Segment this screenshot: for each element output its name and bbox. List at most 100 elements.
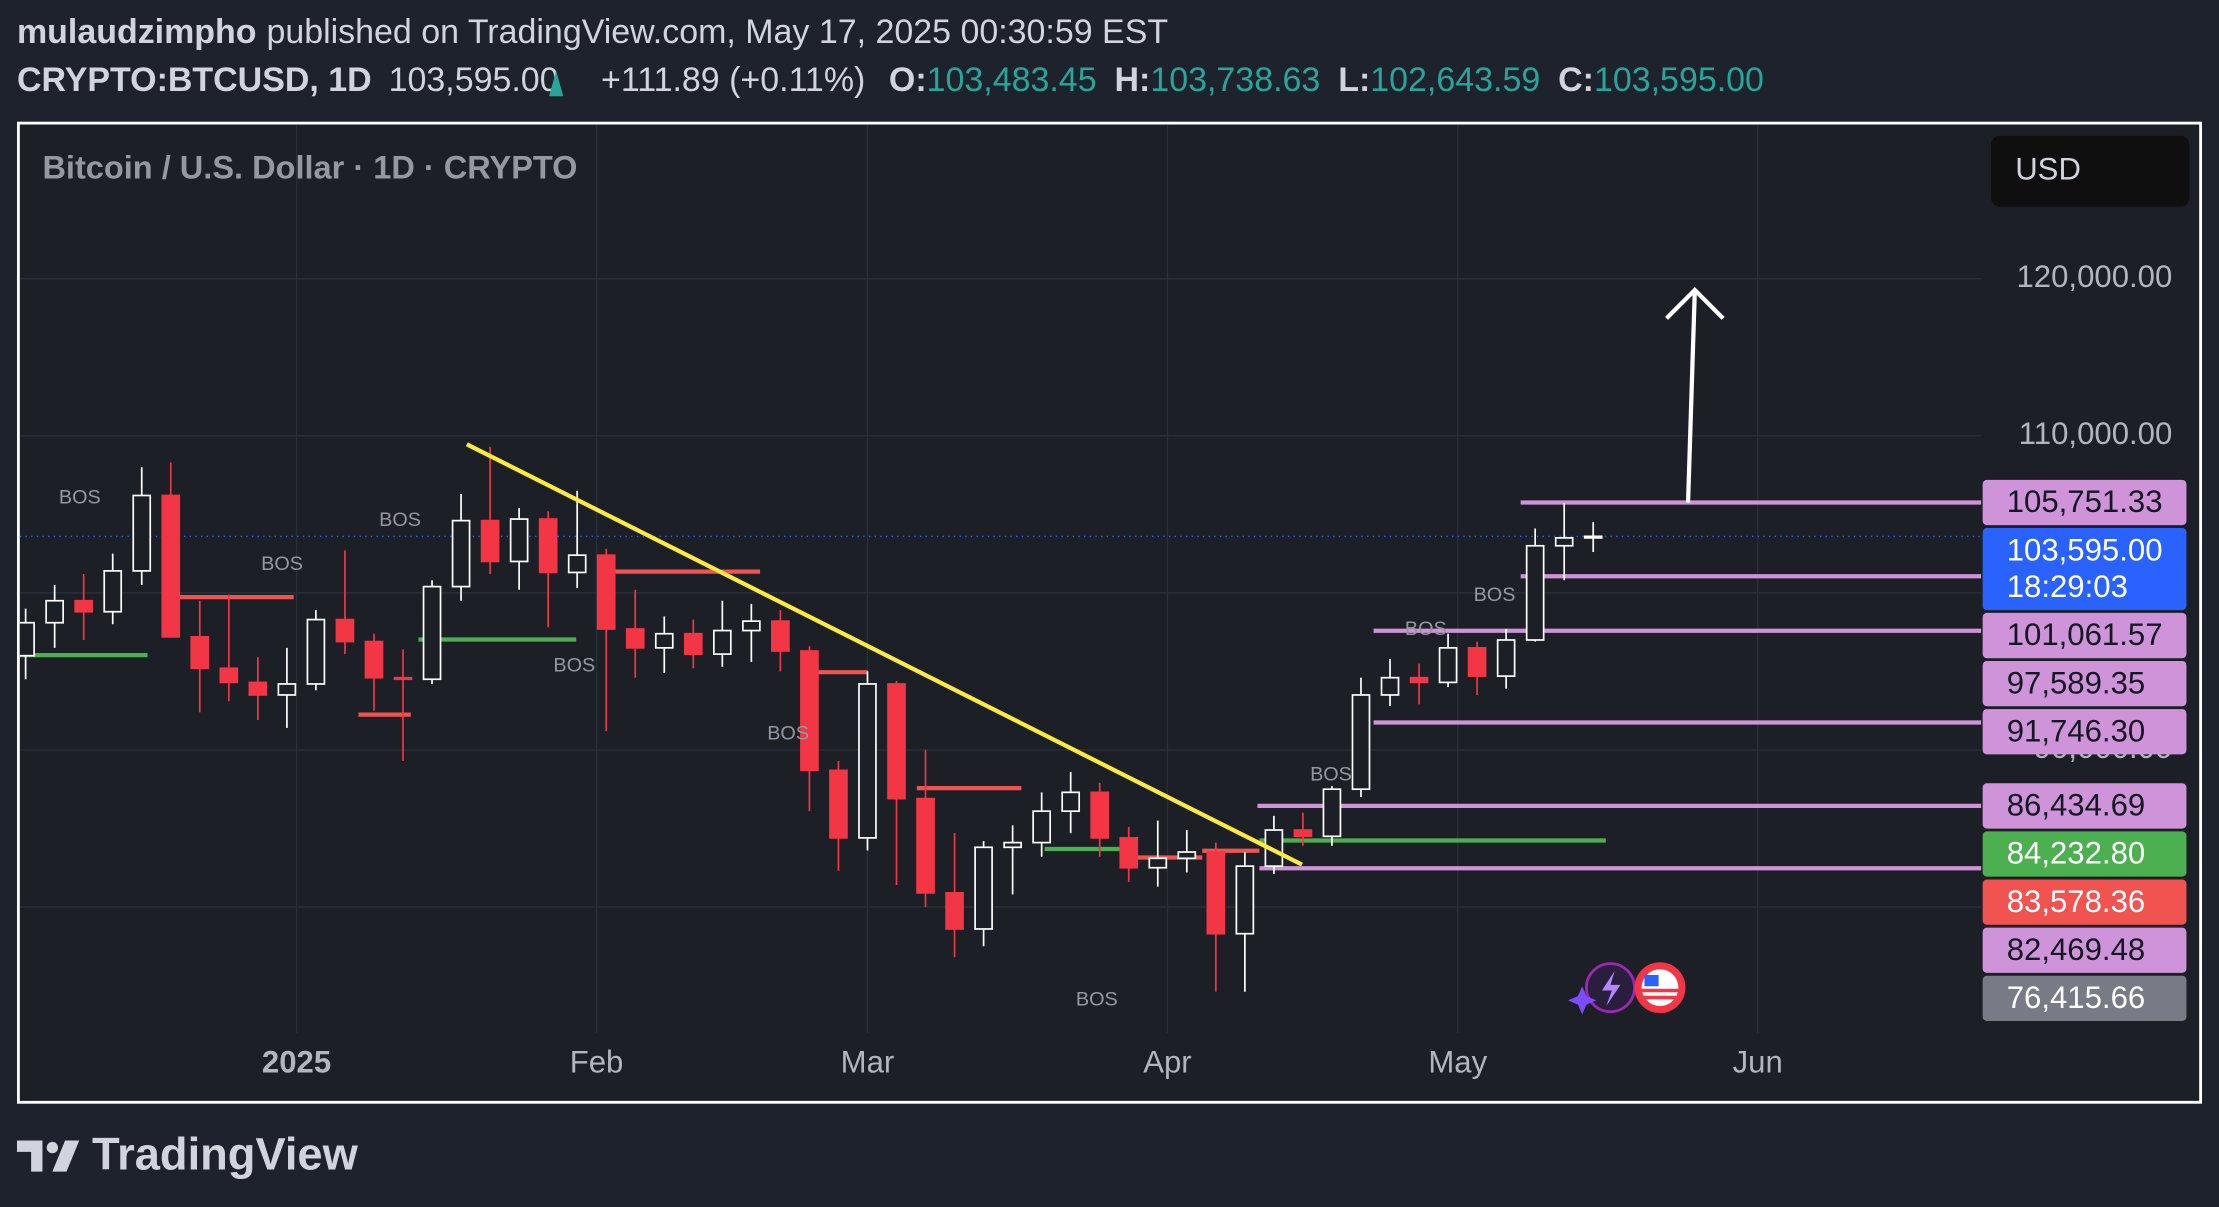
author: mulaudzimpho bbox=[17, 13, 257, 51]
chart-layer: BOS BOS BOS BOS BOS BOS BOS BOS BOS 2025 Feb Mar Apr… bbox=[19, 124, 2187, 1079]
chart-frame bbox=[16, 121, 2203, 1104]
candle-body bbox=[567, 554, 587, 574]
flag-canton bbox=[1644, 974, 1659, 987]
header-line-2: CRYPTO:BTCUSD, 1D 103,595.00 +111.89 (+0.1… bbox=[17, 61, 1764, 99]
x-tick-label: May bbox=[1428, 1044, 1487, 1079]
candle-body bbox=[1177, 851, 1197, 860]
published: published on TradingView.com, May 17, 20… bbox=[266, 13, 1168, 51]
candle-body bbox=[422, 585, 442, 681]
price-tag-label: 91,746.30 bbox=[2007, 713, 2145, 748]
candle-body bbox=[1438, 646, 1458, 684]
candle-body bbox=[945, 892, 964, 930]
candle-body bbox=[306, 618, 326, 685]
price-tag bbox=[1982, 831, 2187, 877]
candle-body bbox=[248, 681, 268, 696]
candle-body bbox=[132, 494, 152, 572]
bos-label: BOS bbox=[1310, 764, 1352, 786]
price-tag bbox=[1982, 927, 2187, 973]
candle-body bbox=[1322, 788, 1342, 838]
candle-body bbox=[451, 519, 471, 588]
bos-label: BOS bbox=[379, 509, 421, 531]
candle-body bbox=[103, 570, 123, 613]
plot-area: BOS BOS BOS BOS BOS BOS BOS BOS BOS bbox=[19, 124, 1982, 1033]
candle-body bbox=[393, 676, 413, 681]
candle-body bbox=[1380, 676, 1400, 696]
bos-label: BOS bbox=[261, 553, 303, 575]
ohlc-key: L: bbox=[1338, 61, 1370, 99]
flag-stripes bbox=[1641, 988, 1679, 1000]
price-tag-label: 76,415.66 bbox=[2007, 980, 2145, 1015]
ohlc-value: 103,595.00 bbox=[1594, 61, 1764, 99]
candle-body bbox=[742, 620, 761, 632]
candle-body bbox=[654, 632, 674, 649]
candle-body bbox=[538, 518, 558, 574]
y-tick-label: 110,000.00 bbox=[2019, 416, 2172, 451]
ohlc-key: H: bbox=[1115, 61, 1151, 99]
candle-body bbox=[1496, 639, 1516, 677]
candle-body bbox=[1235, 865, 1255, 935]
arrow bbox=[1685, 289, 1697, 503]
candle-body bbox=[1003, 841, 1022, 849]
candle-body bbox=[1525, 544, 1545, 641]
price-tag bbox=[1982, 783, 2187, 829]
axes: 2025FebMarAprMayJun80,000.0090,000.00100… bbox=[262, 259, 2187, 1079]
symbol: CRYPTO:BTCUSD, 1D bbox=[17, 61, 372, 99]
trendline bbox=[465, 442, 1303, 867]
ohlc-key: O: bbox=[889, 61, 927, 99]
candle-body bbox=[19, 621, 35, 657]
candle-body bbox=[335, 618, 355, 643]
candle-body bbox=[596, 554, 616, 630]
y-tick-label: 120,000.00 bbox=[2017, 259, 2173, 294]
candle-body bbox=[887, 683, 906, 800]
candle-body bbox=[858, 683, 877, 839]
header-line-1: mulaudzimpho published on TradingView.com… bbox=[17, 13, 1168, 51]
candle-body bbox=[974, 846, 993, 930]
x-tick-label: 2025 bbox=[262, 1044, 331, 1079]
price: 103,595.00 bbox=[389, 61, 559, 99]
bos-label: BOS bbox=[59, 486, 101, 508]
candle-body bbox=[1409, 676, 1429, 684]
bos-label: BOS bbox=[767, 723, 809, 745]
candle-body bbox=[480, 519, 500, 563]
price-tag-label: 84,232.80 bbox=[2007, 836, 2145, 871]
candle-body bbox=[1554, 537, 1574, 547]
candle-body bbox=[1119, 837, 1139, 869]
price-tag bbox=[1982, 528, 2187, 611]
up-triangle bbox=[549, 70, 564, 97]
x-tick-label: Feb bbox=[570, 1044, 624, 1079]
ohlc-value: 103,738.63 bbox=[1150, 61, 1320, 99]
candle-body bbox=[1206, 851, 1226, 935]
chart-title: Bitcoin / U.S. Dollar · 1D · CRYPTO bbox=[42, 149, 577, 185]
currency-box[interactable] bbox=[1991, 135, 2190, 207]
price-tag bbox=[1982, 709, 2187, 755]
price-tag-label: 101,061.57 bbox=[2007, 617, 2163, 652]
price-tag bbox=[1982, 612, 2187, 659]
lightning-icon bbox=[1601, 970, 1621, 1007]
candle-body bbox=[1061, 791, 1081, 813]
candle-body bbox=[771, 620, 790, 652]
candle-body bbox=[45, 599, 64, 624]
price-tag bbox=[1982, 879, 2187, 925]
price-tag bbox=[1982, 661, 2187, 707]
candle-body bbox=[800, 650, 819, 772]
candle-body bbox=[509, 518, 529, 563]
currency[interactable]: USD bbox=[2015, 151, 2081, 186]
ohlc-value: 103,483.45 bbox=[927, 61, 1097, 99]
change: +111.89 (+0.11%) bbox=[601, 61, 865, 99]
candle-body bbox=[1090, 791, 1110, 839]
price-tag bbox=[1982, 479, 2187, 526]
brand: TradingView bbox=[92, 1128, 359, 1179]
price-tag-label: 83,578.36 bbox=[2007, 884, 2145, 919]
candle-body bbox=[625, 628, 645, 649]
candle-body bbox=[74, 599, 94, 613]
ohlc-key: C: bbox=[1558, 61, 1594, 99]
candle-body bbox=[1351, 694, 1371, 791]
ohlc-value: 102,643.59 bbox=[1370, 61, 1540, 99]
x-tick-label: Mar bbox=[841, 1044, 895, 1079]
price-tag-label: 105,751.33 bbox=[2007, 484, 2163, 519]
candle-body bbox=[161, 494, 181, 638]
arrow-head bbox=[1665, 287, 1725, 320]
candle-body bbox=[829, 769, 848, 839]
bos-label: BOS bbox=[553, 655, 595, 677]
